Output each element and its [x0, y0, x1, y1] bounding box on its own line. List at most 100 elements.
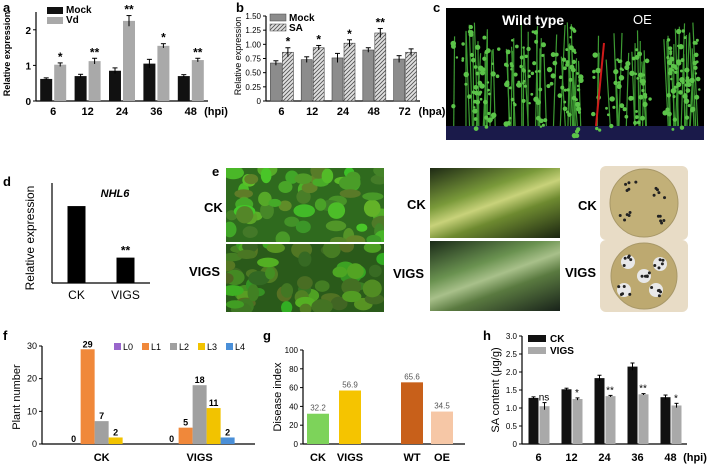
- chart-b-ytick-label: 0.75: [245, 55, 261, 64]
- chart-f-data-label: 2: [113, 427, 118, 437]
- chart-b-ytick-label: 0.50: [245, 69, 261, 78]
- chart-f-ytick-label: 0: [32, 439, 37, 449]
- chart-g-data-label: 56.9: [342, 381, 358, 390]
- chart-h-bar: [572, 399, 583, 444]
- photo-c-wildtype-label: Wild type: [502, 12, 565, 28]
- chart-h-bar: [605, 396, 616, 444]
- chart-f-bar: [108, 437, 123, 444]
- photo-e-seedlings-vigs: [226, 244, 384, 312]
- chart-a-significance: **: [193, 45, 203, 59]
- chart-d-bar: [116, 257, 135, 283]
- chart-a-xtick-label: 12: [81, 106, 93, 118]
- chart-b-legend-swatch: [269, 13, 287, 22]
- chart-h-ytick-label: 2.5: [506, 350, 518, 359]
- chart-f-data-label: 5: [183, 418, 188, 428]
- chart-b-bar: [282, 51, 294, 102]
- chart-a-bar: [74, 76, 87, 101]
- chart-a-xtick-label: 6: [50, 106, 56, 118]
- chart-f-legend-label: L4: [235, 342, 245, 352]
- chart-g-xtick-label: VIGS: [337, 452, 363, 464]
- chart-g-ylabel: Disease index: [272, 362, 284, 432]
- chart-h-bar: [660, 397, 671, 444]
- chart-g-bar: [339, 390, 361, 444]
- panel-label-f: f: [3, 328, 8, 343]
- chart-f-legend-label: L1: [151, 342, 161, 352]
- chart-a-legend-swatch: [47, 17, 63, 24]
- chart-h-xtick-label: 6: [535, 452, 541, 464]
- chart-f-legend-swatch: [198, 343, 205, 350]
- chart-h-significance: **: [606, 385, 614, 396]
- chart-d-bar: [67, 206, 86, 283]
- chart-d-ylabel: Relative expression: [23, 186, 37, 291]
- panel-label-a: a: [3, 0, 11, 15]
- chart-f-bar: [206, 408, 221, 444]
- chart-h-significance: *: [674, 393, 678, 404]
- chart-b-bar: [343, 42, 356, 102]
- chart-b-bar: [374, 32, 387, 102]
- panel-label-h: h: [483, 328, 491, 343]
- chart-b-significance: *: [286, 35, 291, 49]
- panel-label-b: b: [236, 0, 244, 15]
- chart-h-legend-swatch: [528, 347, 546, 354]
- chart-g-ytick-label: 0: [294, 440, 299, 449]
- chart-f-legend-swatch: [170, 343, 177, 350]
- chart-b-xtick-label: 72: [398, 106, 410, 118]
- chart-b-bar: [331, 57, 344, 102]
- chart-f-legend-label: L2: [179, 342, 189, 352]
- panel-label-g: g: [263, 328, 271, 343]
- chart-h-bar: [671, 405, 682, 444]
- chart-a-bar: [40, 78, 53, 101]
- chart-h-xtick-label: 36: [631, 452, 643, 464]
- chart-h-legend-swatch: [528, 335, 546, 342]
- chart-a-significance: **: [90, 45, 100, 59]
- chart-f-data-label: 18: [195, 375, 205, 385]
- stem-vigs-label: VIGS: [393, 266, 425, 281]
- chart-h-legend-label: VIGS: [550, 346, 574, 357]
- chart-a-bar: [143, 63, 156, 101]
- chart-a-ytick-label: 0: [25, 97, 31, 108]
- photo-e-dish-ck: [600, 166, 688, 240]
- dish-vigs-label: VIGS: [565, 265, 597, 280]
- chart-b-ylabel: Relative expression: [233, 17, 243, 96]
- chart-h-ytick-label: 2.0: [506, 368, 518, 377]
- chart-b-ytick-label: 0: [257, 97, 262, 106]
- chart-h-bar: [561, 389, 572, 444]
- stem-ck-label: CK: [407, 197, 426, 212]
- chart-b-bar: [312, 47, 325, 102]
- chart-a-xtick-label: 36: [150, 106, 162, 118]
- chart-d-xtick-label: VIGS: [111, 288, 140, 302]
- chart-b-xtick-label: 6: [278, 106, 284, 118]
- chart-g-bar: [307, 413, 329, 444]
- panel-label-c: c: [433, 0, 441, 15]
- chart-f-legend-swatch: [142, 343, 149, 350]
- photo-e-vigs-label: VIGS: [189, 264, 221, 279]
- plants-illustration: [446, 21, 704, 140]
- photo-e-ck-label: CK: [204, 200, 223, 215]
- chart-b-xtick-label: 24: [337, 106, 350, 118]
- chart-b-xtick-label: 48: [368, 106, 380, 118]
- chart-a-ytick-label: 2: [25, 26, 31, 37]
- photo-e-stem-ck: [430, 168, 560, 238]
- chart-f-ylabel: Plant number: [11, 364, 23, 430]
- dish-ck-label: CK: [578, 198, 597, 213]
- chart-g-data-label: 65.6: [404, 372, 420, 381]
- chart-b-significance: *: [347, 27, 352, 41]
- chart-b-legend-label: Mock: [289, 13, 315, 24]
- chart-b-ytick-label: 1.50: [245, 12, 261, 21]
- chart-a-legend-label: Mock: [66, 5, 92, 16]
- chart-b-legend-label: SA: [289, 23, 303, 34]
- chart-b-bar: [405, 51, 417, 102]
- chart-a-bar: [123, 20, 135, 101]
- chart-a-legend-label: Vd: [66, 15, 79, 26]
- chart-a-x-unit: (hpi): [204, 106, 228, 118]
- chart-d-significance: **: [121, 244, 131, 258]
- chart-g-ytick-label: 100: [285, 346, 299, 355]
- chart-g-ytick-label: 60: [289, 384, 298, 393]
- divider-line: [595, 42, 605, 127]
- chart-h-ytick-label: 0: [513, 440, 518, 449]
- panel-label-e: e: [212, 164, 220, 179]
- chart-f-ytick-label: 30: [27, 341, 37, 351]
- chart-h-ylabel: SA content (μg/g): [490, 347, 502, 432]
- photo-c-plants: Wild type OE: [446, 8, 704, 140]
- chart-g-xtick-label: WT: [403, 452, 420, 464]
